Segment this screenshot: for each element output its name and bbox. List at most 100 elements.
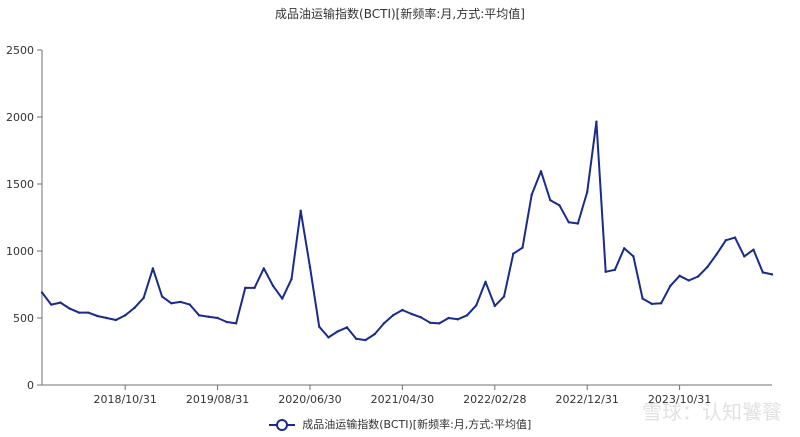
data-point <box>262 267 265 270</box>
data-point <box>521 246 524 249</box>
data-point <box>567 220 570 224</box>
data-point <box>308 265 312 269</box>
data-point <box>142 296 145 300</box>
data-point <box>585 190 589 194</box>
y-tick-label: 500 <box>13 312 34 325</box>
data-point <box>419 316 423 319</box>
data-point <box>678 274 681 277</box>
data-point <box>539 170 543 173</box>
data-point <box>68 307 71 310</box>
data-point <box>354 337 358 340</box>
data-point <box>197 314 201 317</box>
data-point <box>271 284 275 288</box>
data-point <box>752 248 755 251</box>
data-point <box>632 255 635 258</box>
data-point <box>447 316 450 320</box>
data-point <box>595 120 598 123</box>
data-point <box>160 295 164 298</box>
data-point <box>715 253 718 256</box>
data-point <box>345 326 349 329</box>
data-point <box>207 315 210 318</box>
data-point <box>502 295 506 298</box>
data-point <box>465 314 469 317</box>
data-point <box>650 302 654 306</box>
data-point <box>225 320 229 324</box>
x-tick-label: 2018/10/31 <box>93 393 156 406</box>
data-point <box>743 255 746 258</box>
data-point <box>622 247 626 250</box>
y-tick-label: 1000 <box>6 245 34 258</box>
data-point <box>493 304 496 308</box>
legend-label: 成品油运输指数(BCTI)[新频率:月,方式:平均值] <box>302 418 532 431</box>
data-point <box>428 321 432 324</box>
y-tick-label: 0 <box>27 379 34 392</box>
data-point <box>105 316 108 320</box>
data-point <box>151 267 155 270</box>
data-point <box>244 286 247 290</box>
data-point <box>382 322 386 325</box>
data-point <box>123 314 127 317</box>
data-point <box>253 286 256 290</box>
watermark: 雪球：认知饕餮 <box>642 400 782 424</box>
chart-title: 成品油运输指数(BCTI)[新频率:月,方式:平均值] <box>275 7 525 21</box>
data-point <box>456 318 460 321</box>
data-point <box>170 302 173 305</box>
data-point <box>216 316 219 320</box>
data-point <box>549 198 552 202</box>
x-tick-label: 2023/10/31 <box>648 393 711 406</box>
data-point <box>59 301 62 304</box>
data-point <box>438 322 441 325</box>
x-tick-label: 2021/04/30 <box>371 393 434 406</box>
data-point <box>391 314 395 317</box>
y-tick-label: 2500 <box>6 44 34 57</box>
data-point <box>410 312 413 316</box>
data-point <box>188 303 192 306</box>
x-tick-label: 2022/12/31 <box>555 393 618 406</box>
y-tick-label: 1500 <box>6 178 34 191</box>
y-tick-label: 2000 <box>6 111 34 124</box>
data-point <box>87 311 90 314</box>
data-point <box>299 209 302 212</box>
data-point <box>576 222 580 225</box>
data-point <box>613 268 617 271</box>
data-point <box>761 271 764 274</box>
legend[interactable]: 成品油运输指数(BCTI)[新频率:月,方式:平均值] <box>0 416 800 432</box>
data-point <box>40 291 44 294</box>
data-point <box>512 252 515 255</box>
data-point <box>234 322 238 325</box>
data-point <box>669 284 672 288</box>
data-point <box>770 273 774 276</box>
data-point <box>687 279 691 282</box>
data-point <box>604 270 607 273</box>
data-point <box>373 332 376 336</box>
data-point <box>364 338 367 342</box>
data-point <box>530 193 533 196</box>
data-point <box>96 314 99 318</box>
x-tick-label: 2020/06/30 <box>278 393 341 406</box>
data-point <box>290 277 293 281</box>
data-point <box>114 318 118 322</box>
data-point <box>401 308 404 312</box>
data-point <box>77 311 81 314</box>
data-point <box>133 306 136 310</box>
data-point <box>724 239 727 242</box>
legend-marker-icon <box>268 419 295 431</box>
data-point <box>659 302 663 305</box>
x-tick-label: 2022/02/28 <box>463 393 526 406</box>
data-point <box>318 325 321 328</box>
data-point <box>733 236 737 239</box>
data-point <box>327 336 330 339</box>
data-point <box>336 330 339 333</box>
data-point <box>706 265 709 269</box>
data-point <box>179 300 182 304</box>
data-point <box>475 304 478 307</box>
data-point <box>696 275 700 278</box>
data-point <box>558 204 561 207</box>
data-point <box>281 297 284 300</box>
x-tick-label: 2019/08/31 <box>186 393 249 406</box>
data-point <box>50 303 53 306</box>
data-point <box>484 280 487 284</box>
data-point <box>641 297 644 300</box>
